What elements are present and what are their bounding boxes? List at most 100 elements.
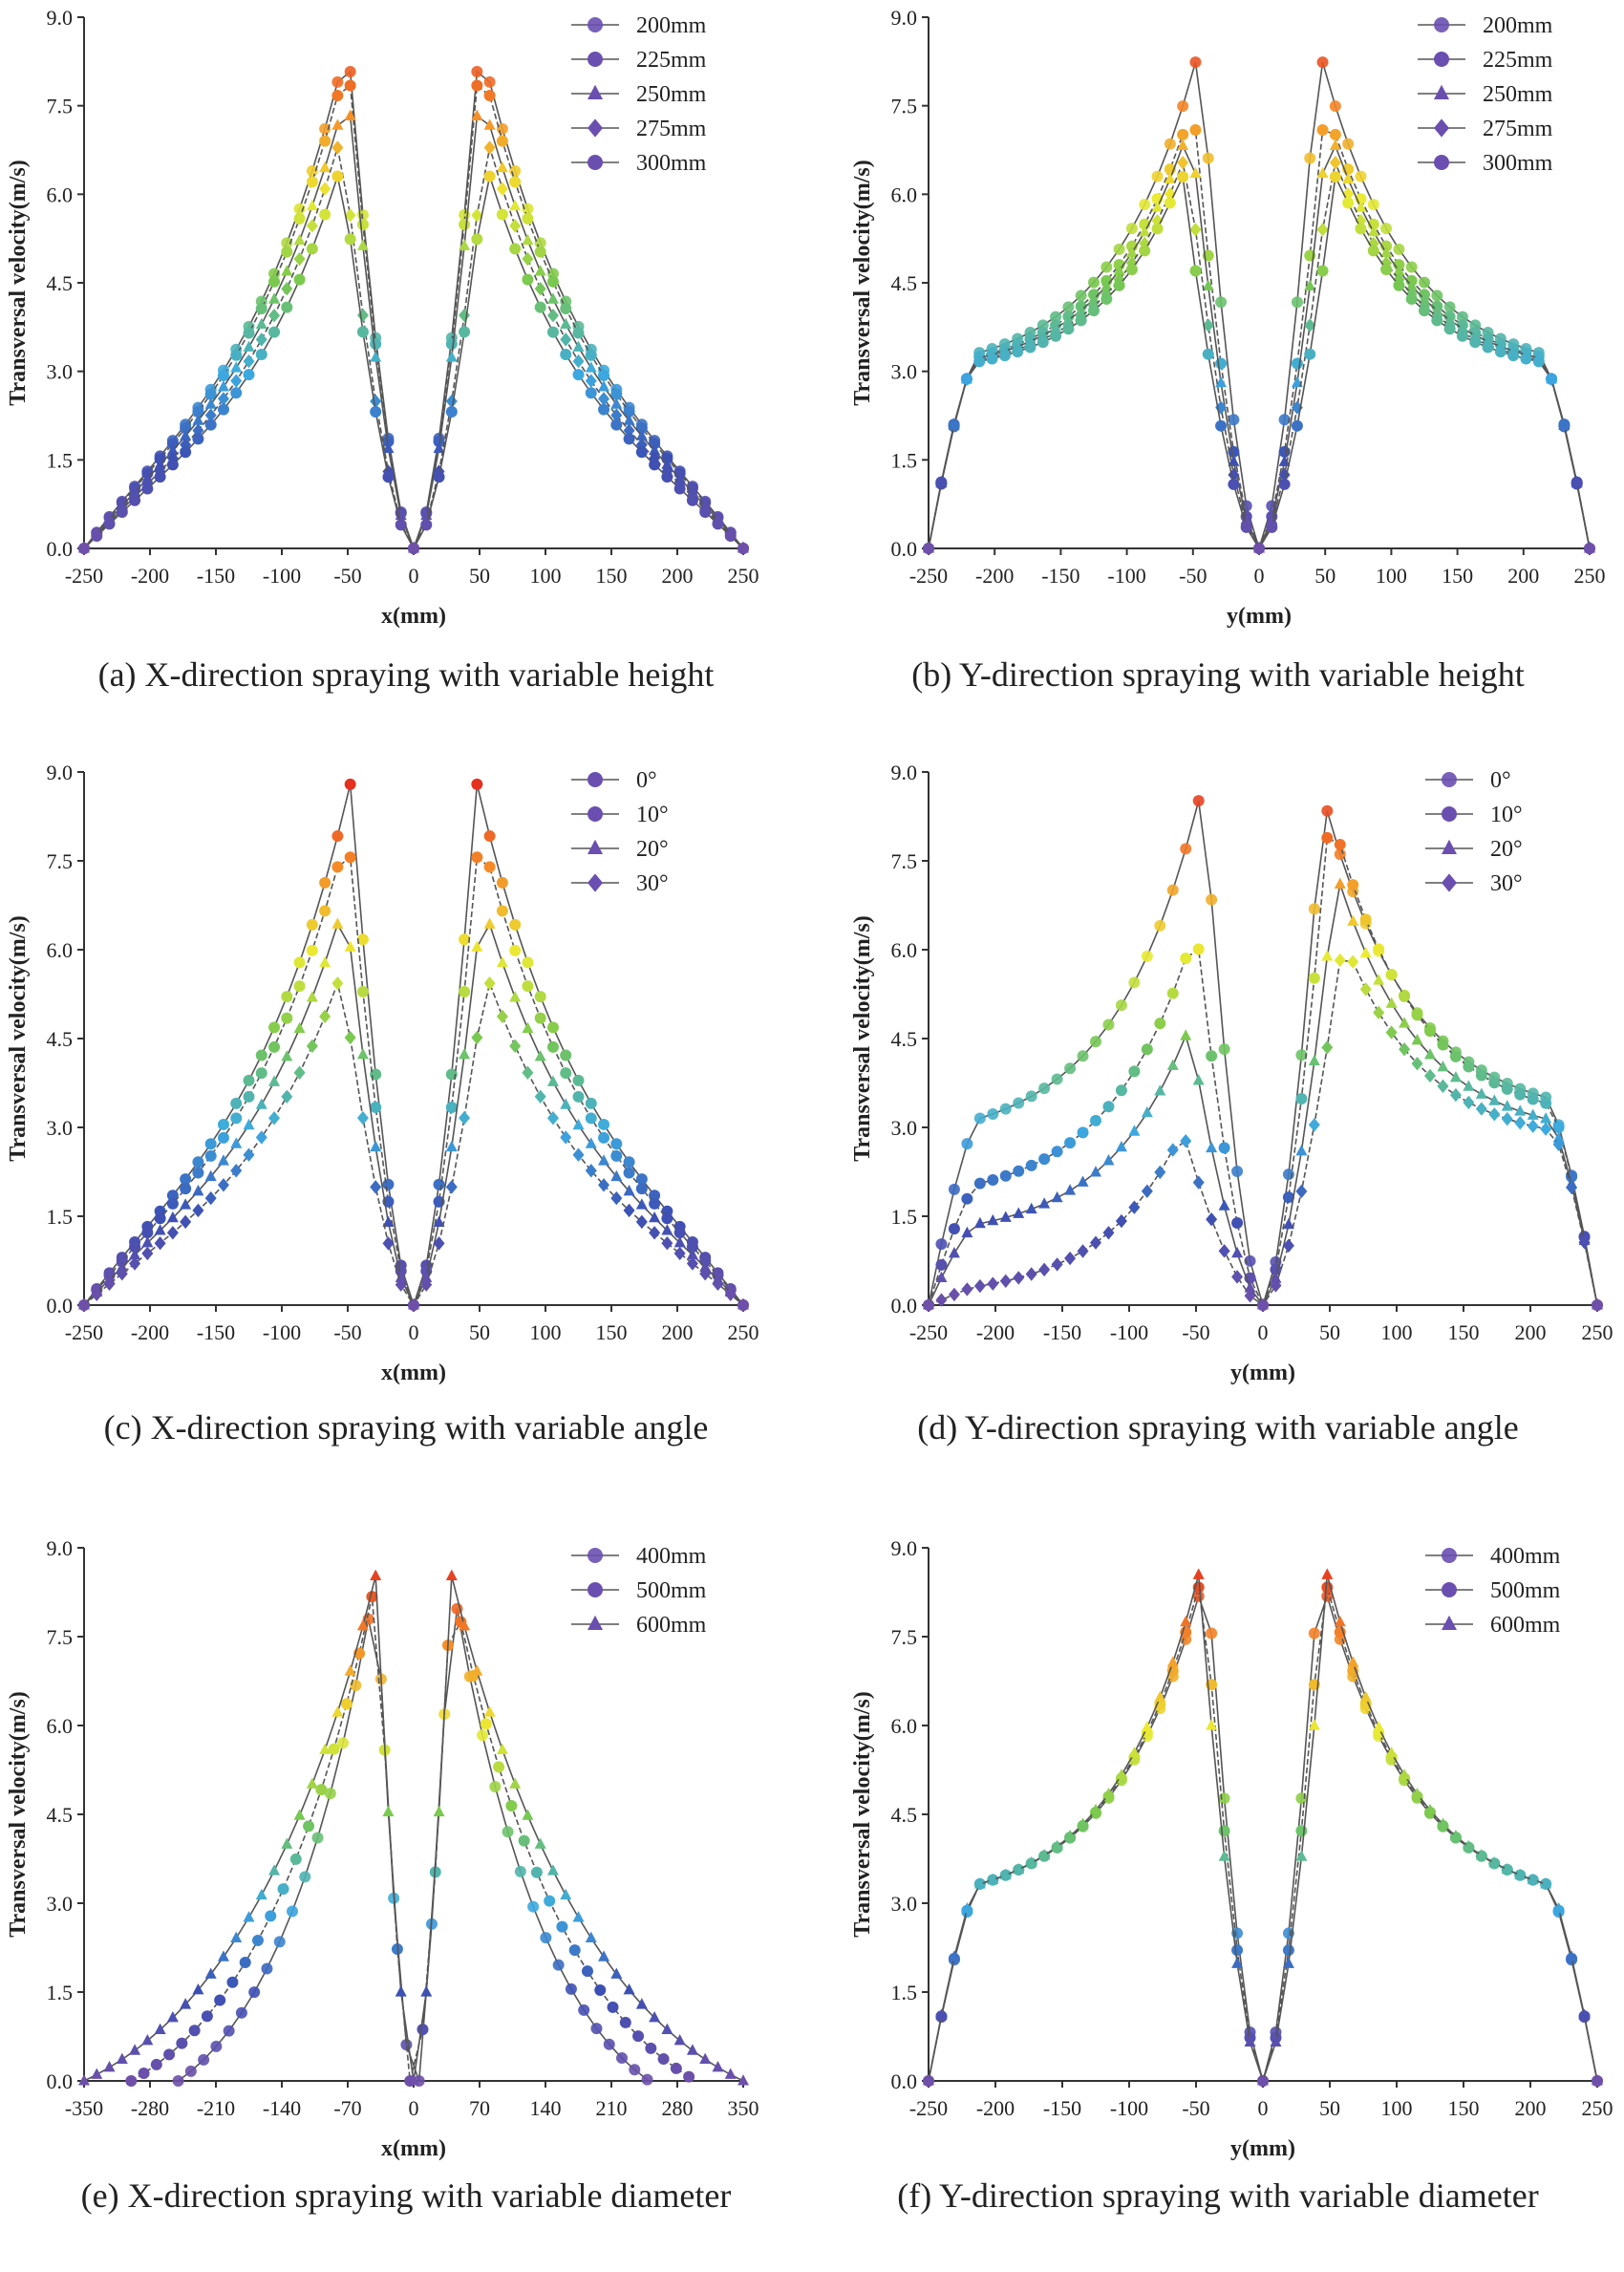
x-tick-label: 140 bbox=[530, 2096, 562, 2120]
data-point bbox=[960, 373, 972, 385]
data-point bbox=[1449, 1830, 1462, 1841]
data-point bbox=[154, 1212, 166, 1225]
x-tick-label: 100 bbox=[1381, 2096, 1413, 2120]
data-point bbox=[534, 1089, 546, 1104]
data-point bbox=[328, 1743, 340, 1755]
data-point bbox=[699, 2052, 712, 2065]
data-point bbox=[1329, 128, 1341, 140]
x-tick-label: 100 bbox=[1376, 564, 1407, 588]
legend-marker bbox=[588, 84, 603, 99]
data-point bbox=[382, 436, 395, 448]
data-point bbox=[505, 1800, 518, 1812]
data-point bbox=[1540, 1122, 1552, 1136]
data-point bbox=[1540, 1097, 1552, 1109]
data-point bbox=[370, 1140, 382, 1152]
data-point bbox=[180, 429, 192, 440]
data-point bbox=[1113, 264, 1125, 275]
x-tick-label: -250 bbox=[909, 564, 948, 588]
data-point bbox=[395, 1277, 407, 1292]
y-tick-label: 0.0 bbox=[891, 1294, 918, 1318]
x-tick-label: -150 bbox=[1043, 1320, 1081, 1344]
x-tick-label: 100 bbox=[530, 1320, 562, 1344]
y-tick-label: 3.0 bbox=[47, 1892, 74, 1916]
data-point bbox=[154, 1236, 166, 1251]
data-point bbox=[1231, 1246, 1244, 1258]
data-point bbox=[116, 1260, 128, 1272]
data-point bbox=[141, 2033, 154, 2046]
data-point bbox=[1164, 138, 1176, 150]
data-point bbox=[268, 1864, 281, 1875]
y-tick-label: 9.0 bbox=[47, 1536, 74, 1560]
data-point bbox=[78, 543, 90, 554]
data-point bbox=[629, 2064, 641, 2076]
data-point bbox=[299, 1871, 311, 1883]
x-axis-label: y(mm) bbox=[1230, 2136, 1295, 2161]
x-tick-label: -200 bbox=[976, 2096, 1015, 2120]
legend-marker bbox=[1434, 52, 1449, 67]
data-point bbox=[217, 1154, 229, 1166]
data-point bbox=[1154, 919, 1166, 932]
y-tick-label: 1.5 bbox=[47, 1981, 74, 2004]
data-point bbox=[560, 317, 572, 330]
data-point bbox=[1202, 279, 1214, 290]
data-point bbox=[657, 2053, 670, 2066]
data-point bbox=[230, 1164, 243, 1178]
data-point bbox=[217, 392, 229, 406]
data-point bbox=[1449, 1087, 1462, 1103]
data-point bbox=[230, 1097, 243, 1109]
data-point bbox=[311, 1832, 324, 1844]
data-point bbox=[1139, 198, 1151, 210]
data-point bbox=[1282, 1191, 1294, 1204]
data-point bbox=[319, 208, 331, 221]
data-point bbox=[581, 1965, 593, 1978]
data-point bbox=[1077, 1244, 1089, 1258]
data-point bbox=[1411, 1009, 1423, 1021]
data-point bbox=[204, 1190, 217, 1206]
data-point bbox=[496, 955, 508, 968]
data-point bbox=[204, 397, 217, 409]
y-tick-label: 3.0 bbox=[47, 1116, 74, 1140]
x-tick-label: 250 bbox=[728, 564, 759, 588]
data-point bbox=[1154, 1084, 1166, 1096]
data-point bbox=[141, 1235, 154, 1248]
chart-d: -250 -200 -150 -100 -50 0 50 100 150 200 250 0.0 1.5… bbox=[850, 761, 1613, 1385]
data-point bbox=[420, 519, 433, 531]
data-point bbox=[585, 1112, 597, 1125]
x-tick-label: -350 bbox=[65, 2096, 103, 2120]
data-point bbox=[138, 2068, 150, 2080]
data-point bbox=[610, 388, 623, 400]
data-point bbox=[1419, 305, 1430, 317]
data-point bbox=[1206, 893, 1218, 906]
data-point bbox=[1151, 170, 1164, 182]
data-point bbox=[217, 380, 229, 392]
data-point bbox=[261, 1962, 273, 1975]
x-tick-label: 0 bbox=[409, 1320, 419, 1344]
data-point bbox=[986, 353, 998, 365]
data-point bbox=[635, 1998, 648, 2009]
data-point bbox=[1507, 350, 1520, 362]
data-point bbox=[433, 471, 445, 483]
data-point bbox=[594, 1984, 607, 1997]
data-point bbox=[281, 1089, 293, 1104]
legend-marker bbox=[1434, 155, 1449, 170]
data-point bbox=[319, 182, 331, 196]
data-point bbox=[1064, 1062, 1077, 1075]
data-point bbox=[1308, 903, 1320, 915]
data-point bbox=[1228, 414, 1240, 426]
data-point bbox=[319, 955, 331, 968]
data-point bbox=[1013, 1097, 1025, 1109]
data-point bbox=[502, 1826, 514, 1838]
legend-marker bbox=[588, 839, 603, 854]
x-tick-label: 0 bbox=[409, 564, 419, 588]
data-point bbox=[683, 2070, 695, 2083]
data-point bbox=[999, 1868, 1012, 1880]
data-point bbox=[598, 1154, 610, 1166]
data-point bbox=[331, 861, 344, 873]
data-point bbox=[1527, 1873, 1539, 1885]
data-point bbox=[1278, 478, 1291, 490]
y-tick-label: 6.0 bbox=[47, 938, 74, 962]
data-point bbox=[1164, 186, 1176, 202]
data-point bbox=[331, 975, 344, 991]
x-tick-label: -250 bbox=[65, 1320, 103, 1344]
data-point bbox=[1385, 1746, 1398, 1758]
